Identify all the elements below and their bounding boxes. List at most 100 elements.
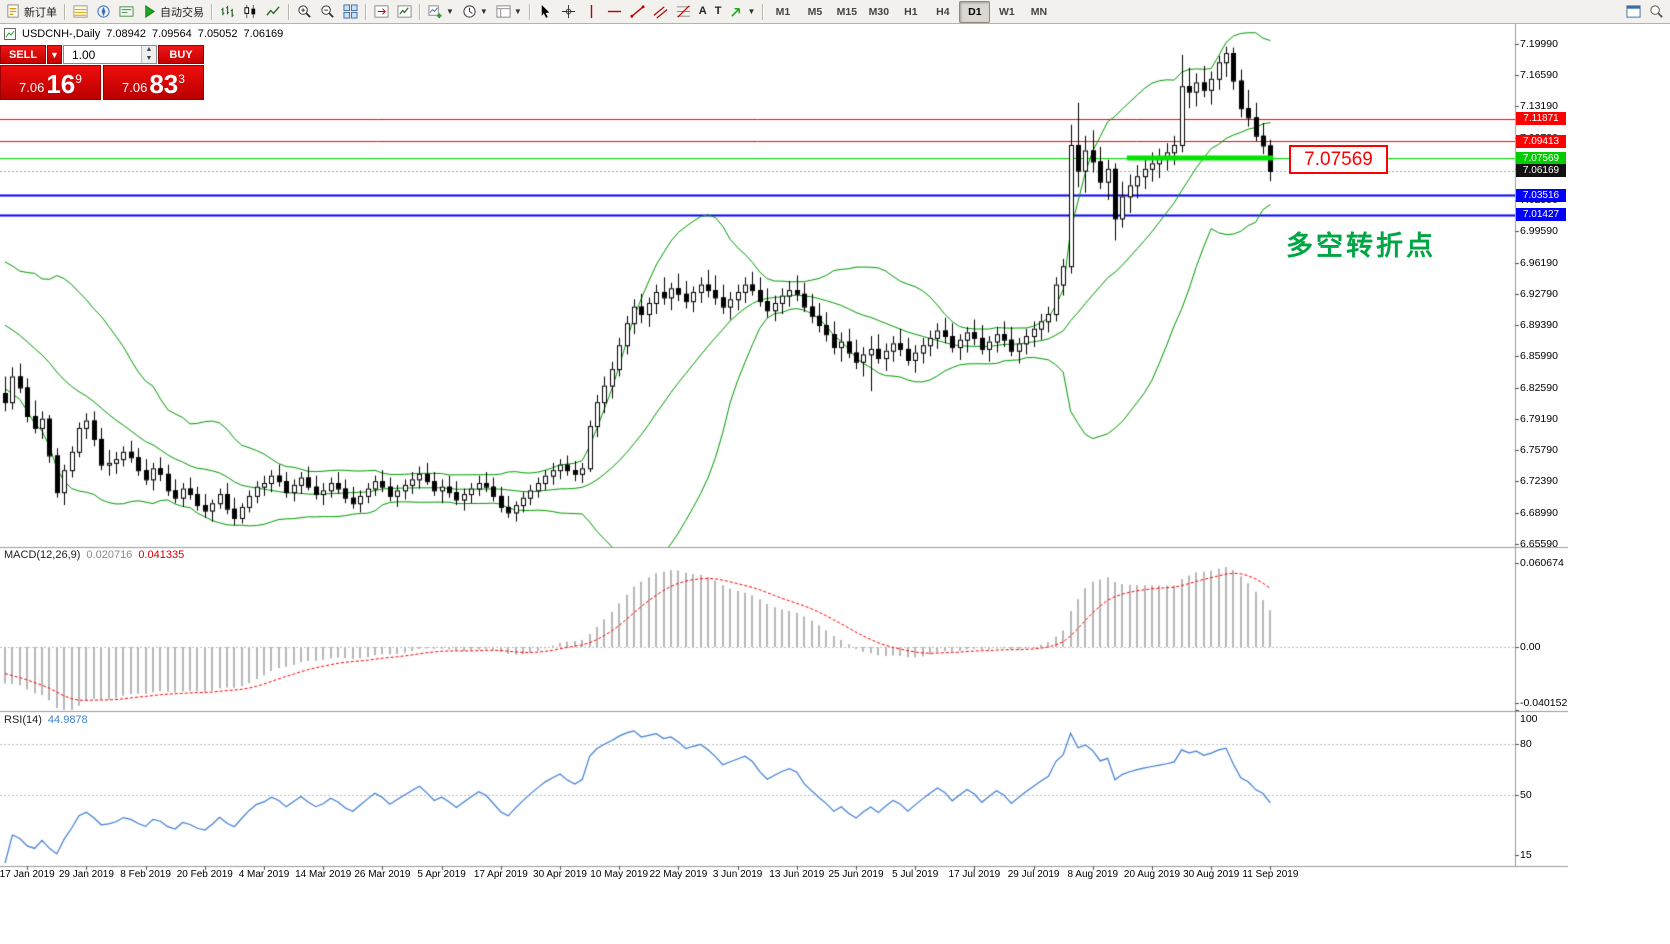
fibonacci-icon bbox=[676, 5, 690, 18]
sell-button[interactable]: SELL bbox=[0, 45, 46, 64]
turning-point-annotation[interactable]: 多空转折点 bbox=[1286, 224, 1436, 263]
new-order-label: 新订单 bbox=[24, 6, 57, 19]
horizontal-line-icon bbox=[607, 10, 621, 13]
autotrading-button[interactable]: 自动交易 bbox=[138, 1, 208, 23]
sell-price-big: 7.06 bbox=[19, 80, 45, 95]
market-watch-icon bbox=[73, 5, 88, 18]
chevron-down-icon: ▼ bbox=[747, 7, 756, 16]
bar-chart-button[interactable] bbox=[216, 1, 239, 23]
crosshair-icon bbox=[561, 4, 575, 19]
tile-windows-button[interactable] bbox=[339, 1, 362, 23]
chart-symbol-icon bbox=[4, 28, 16, 40]
volume-input[interactable]: 1.00 ▲ ▼ bbox=[63, 45, 157, 64]
terminal-button[interactable] bbox=[115, 1, 138, 23]
chart-canvas[interactable] bbox=[0, 24, 1670, 944]
window-button[interactable] bbox=[1622, 1, 1645, 23]
zoom-in-button[interactable] bbox=[293, 1, 316, 23]
ticket-divider bbox=[101, 65, 103, 100]
autotrading-label: 自动交易 bbox=[160, 6, 204, 19]
separator bbox=[64, 3, 66, 20]
search-icon bbox=[1650, 5, 1663, 18]
templates-icon bbox=[496, 5, 511, 18]
chevron-down-icon: ▼ bbox=[513, 7, 522, 16]
spin-down-icon[interactable]: ▼ bbox=[142, 54, 156, 63]
arrows-tool-button[interactable]: ▼ bbox=[725, 1, 759, 23]
market-watch-button[interactable] bbox=[69, 1, 92, 23]
clock-icon bbox=[463, 5, 476, 18]
spin-up-icon[interactable]: ▲ bbox=[142, 46, 156, 55]
search-button[interactable] bbox=[1645, 1, 1668, 23]
timeframe-h4-button[interactable]: H4 bbox=[936, 5, 950, 18]
vertical-line-icon bbox=[590, 4, 592, 19]
text-tool-button[interactable]: A bbox=[695, 1, 711, 23]
periods-button[interactable]: ▼ bbox=[458, 1, 492, 23]
buy-price-pips: 83 bbox=[149, 69, 179, 99]
autotrading-play-icon bbox=[145, 4, 156, 19]
chevron-down-icon: ▼ bbox=[446, 7, 454, 16]
toolbar: 新订单 自动交易 bbox=[0, 0, 1670, 24]
timeframe-w1-button[interactable]: W1 bbox=[999, 5, 1015, 18]
line-chart-button[interactable] bbox=[262, 1, 285, 23]
navigator-button[interactable] bbox=[92, 1, 115, 23]
separator bbox=[762, 3, 765, 20]
chart-shift-button[interactable] bbox=[370, 1, 393, 23]
window-icon bbox=[1626, 5, 1641, 18]
timeframe-d1-button[interactable]: D1 bbox=[959, 0, 991, 23]
sell-price-button[interactable]: 7.06 16 9 bbox=[0, 65, 101, 100]
separator bbox=[288, 3, 290, 20]
tile-windows-icon bbox=[343, 4, 358, 19]
channel-tool-button[interactable] bbox=[649, 1, 672, 23]
ohlc-open: 7.08942 bbox=[106, 28, 146, 40]
cursor-tool-button[interactable] bbox=[534, 1, 557, 23]
timeframe-m30-button[interactable]: M30 bbox=[868, 5, 890, 18]
chart-autoscroll-button[interactable] bbox=[393, 1, 416, 23]
label-icon: T bbox=[714, 5, 722, 17]
sell-price-point: 9 bbox=[75, 72, 82, 86]
order-options-dropdown[interactable]: ▼ bbox=[47, 45, 62, 64]
separator bbox=[419, 3, 421, 20]
chevron-down-icon: ▼ bbox=[50, 49, 59, 60]
arrow-icon bbox=[731, 7, 741, 17]
label-tool-button[interactable]: T bbox=[711, 1, 726, 23]
candlestick-icon bbox=[244, 4, 256, 19]
new-order-button[interactable]: 新订单 bbox=[2, 1, 61, 23]
separator bbox=[365, 3, 367, 20]
macd-header: MACD(12,26,9) 0.020716 0.041335 bbox=[4, 549, 184, 561]
text-icon: A bbox=[698, 5, 707, 17]
buy-price-point: 3 bbox=[178, 72, 185, 86]
timeframe-group: M1 M5 M15 M30 H1 H4 D1 W1 MN bbox=[767, 0, 1054, 23]
volume-spinner[interactable]: ▲ ▼ bbox=[141, 46, 156, 63]
trendline-tool-button[interactable] bbox=[626, 1, 649, 23]
indicators-button[interactable]: ▼ bbox=[424, 1, 458, 23]
zoom-out-button[interactable] bbox=[316, 1, 339, 23]
zoom-out-icon bbox=[321, 5, 334, 18]
macd-signal-value: 0.041335 bbox=[138, 549, 185, 561]
terminal-icon bbox=[119, 6, 134, 17]
price-callout-box[interactable]: 7.07569 bbox=[1289, 145, 1388, 174]
line-chart-icon bbox=[266, 6, 280, 16]
ohlc-high: 7.09564 bbox=[152, 28, 192, 40]
timeframe-m1-button[interactable]: M1 bbox=[775, 5, 791, 18]
fibonacci-tool-button[interactable] bbox=[672, 1, 695, 23]
buy-button[interactable]: BUY bbox=[158, 45, 204, 64]
timeframe-m5-button[interactable]: M5 bbox=[807, 5, 823, 18]
timeframe-m15-button[interactable]: M15 bbox=[836, 5, 858, 18]
templates-button[interactable]: ▼ bbox=[492, 1, 526, 23]
timeframe-h1-button[interactable]: H1 bbox=[904, 5, 918, 18]
macd-label: MACD(12,26,9) bbox=[4, 549, 81, 561]
sell-price-pips: 16 bbox=[46, 69, 76, 99]
buy-price-button[interactable]: 7.06 83 3 bbox=[103, 65, 204, 100]
cursor-icon bbox=[541, 4, 550, 18]
horizontal-line-tool-button[interactable] bbox=[603, 1, 626, 23]
candlestick-chart-button[interactable] bbox=[239, 1, 262, 23]
vertical-line-tool-button[interactable] bbox=[580, 1, 603, 23]
new-order-icon bbox=[7, 4, 19, 18]
symbol-ohlc-header: USDCNH-,Daily 7.08942 7.09564 7.05052 7.… bbox=[4, 28, 283, 40]
timeframe-mn-button[interactable]: MN bbox=[1030, 5, 1048, 18]
crosshair-tool-button[interactable] bbox=[557, 1, 580, 23]
navigator-icon bbox=[97, 5, 110, 18]
macd-main-value: 0.020716 bbox=[86, 549, 133, 561]
buy-price-big: 7.06 bbox=[122, 80, 148, 95]
ticket-top-row: SELL ▼ 1.00 ▲ ▼ BUY bbox=[0, 45, 204, 64]
